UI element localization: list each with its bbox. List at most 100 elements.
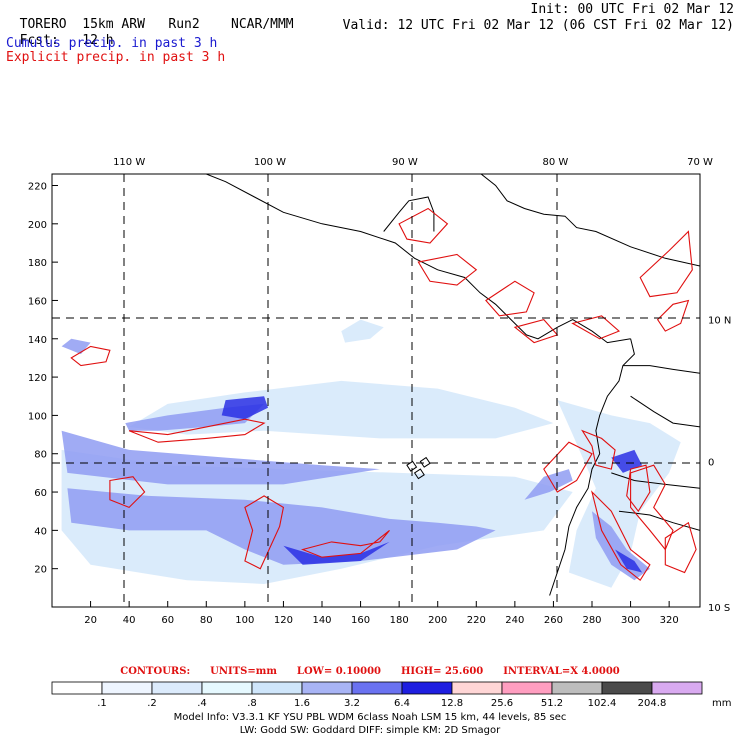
model-info-line1: Model Info: V3.3.1 KF YSU PBL WDM 6class… (173, 712, 567, 723)
x-tick-label: 180 (390, 615, 409, 626)
model-resolution: 15km ARW (82, 17, 145, 32)
header-left-1: TORERO 15km ARW Run2 NCAR/MMM (4, 2, 294, 32)
explicit-contour (300, 529, 390, 558)
contour-low: LOW= 0.10000 (296, 666, 381, 677)
coastline (204, 174, 631, 344)
coastline-layer (204, 174, 700, 596)
contour-high: HIGH= 25.600 (400, 666, 484, 677)
lat-label: 0 (708, 457, 714, 468)
model-org: NCAR/MMM (231, 17, 294, 32)
colorbar: .1 .2 .4 .8 1.6 3.2 6.4 12.8 25.6 51.2 102.4 204.8 m… (51, 681, 731, 709)
colorbar-swatch (201, 681, 253, 695)
lat-label: 10 S (708, 603, 730, 614)
x-tick-label: 40 (123, 615, 136, 626)
x-tick-label: 320 (660, 615, 679, 626)
colorbar-label: 204.8 (638, 698, 667, 709)
model-run: Run2 (168, 17, 200, 32)
contour-info: CONTOURS: UNITS=mm LOW= 0.10000 HIGH= 25.60… (0, 666, 740, 677)
explicit-contour (398, 207, 449, 244)
explicit-contour (590, 490, 651, 582)
coastline (630, 395, 700, 428)
explicit-contour (656, 299, 690, 332)
explicit-contour (485, 280, 535, 317)
x-tick-label: 100 (235, 615, 254, 626)
axis-ticks: 20 40 60 80 100 120 140 160 180 200 220 240 260 280 30… (28, 157, 731, 626)
colorbar-label: 3.2 (344, 698, 360, 709)
y-tick-label: 220 (28, 181, 47, 192)
y-tick-label: 80 (34, 450, 47, 461)
y-tick-label: 180 (28, 258, 47, 269)
lon-label: 70 W (687, 157, 713, 168)
colorbar-swatch (301, 681, 353, 695)
colorbar-label: 1.6 (294, 698, 310, 709)
colorbar-label: 102.4 (588, 698, 617, 709)
y-tick-label: 200 (28, 220, 47, 231)
cumulus-region (283, 541, 390, 565)
x-tick-label: 220 (467, 615, 486, 626)
colorbar-label: .2 (147, 698, 157, 709)
cumulus-region (221, 396, 268, 420)
colorbar-label: 6.4 (394, 698, 410, 709)
explicit-contour (664, 521, 697, 574)
x-tick-label: 80 (200, 615, 213, 626)
coastline (618, 510, 700, 531)
y-tick-label: 100 (28, 411, 47, 422)
explicit-contour (630, 464, 674, 551)
x-tick-label: 120 (274, 615, 293, 626)
colorbar-swatch (101, 681, 153, 695)
explicit-layer (70, 207, 697, 582)
y-tick-label: 120 (28, 373, 47, 384)
cumulus-region (341, 319, 384, 343)
lon-label: 100 W (254, 157, 286, 168)
explicit-contour (626, 464, 651, 513)
lon-label: 110 W (113, 157, 145, 168)
lon-label: 90 W (392, 157, 418, 168)
fcst-hours: 12 h (82, 33, 114, 48)
colorbar-label: 12.8 (441, 698, 463, 709)
explicit-contour (70, 345, 111, 367)
explicit-contour (581, 429, 616, 470)
colorbar-swatch (251, 681, 303, 695)
model-info-line2: LW: Godd SW: Goddard DIFF: simple KM: 2D… (239, 725, 501, 736)
colorbar-swatch (551, 681, 603, 695)
model-name: TORERO (19, 17, 67, 32)
colorbar-label: .4 (197, 698, 207, 709)
cumulus-region (615, 549, 643, 573)
explicit-contour (128, 418, 266, 443)
coastline (549, 338, 635, 596)
x-tick-label: 140 (312, 615, 331, 626)
lon-label: 80 W (542, 157, 568, 168)
colorbar-label: .1 (97, 698, 107, 709)
explicit-contour (639, 230, 693, 298)
colorbar-label: .8 (247, 698, 257, 709)
explicit-contour (109, 476, 146, 509)
x-tick-label: 160 (351, 615, 370, 626)
cumulus-region (611, 449, 643, 473)
latlon-grid (52, 174, 700, 607)
header-left-2: Fcst: 12 h (4, 18, 114, 48)
x-tick-label: 20 (84, 615, 97, 626)
colorbar-swatch (501, 681, 553, 695)
x-tick-label: 300 (621, 615, 640, 626)
colorbar-swatch (401, 681, 453, 695)
init-time: Init: 00 UTC Fri 02 Mar 12 (530, 2, 735, 17)
x-tick-label: 260 (544, 615, 563, 626)
valid-time: Valid: 12 UTC Fri 02 Mar 12 (06 CST Fri … (342, 18, 734, 33)
x-tick-label: 60 (161, 615, 174, 626)
explicit-legend: Explicit precip. in past 3 h (6, 50, 226, 65)
explicit-contour (244, 495, 285, 570)
cumulus-region (61, 430, 380, 485)
contour-title: CONTOURS: (120, 666, 191, 677)
lat-label: 10 N (708, 316, 731, 327)
colorbar-swatch (651, 681, 703, 695)
coastline (622, 365, 700, 374)
y-tick-label: 60 (34, 488, 47, 499)
colorbar-swatch (451, 681, 503, 695)
coastline (611, 472, 700, 489)
island-outline (413, 468, 425, 480)
y-tick-label: 20 (34, 565, 47, 576)
y-tick-label: 140 (28, 335, 47, 346)
cumulus-region (524, 469, 573, 500)
contour-interval: INTERVAL=X 4.0000 (503, 666, 620, 677)
y-tick-label: 160 (28, 296, 47, 307)
